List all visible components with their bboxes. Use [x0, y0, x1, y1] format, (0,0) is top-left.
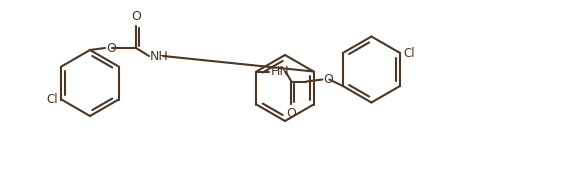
Text: Cl: Cl — [47, 93, 58, 106]
Text: HN: HN — [271, 65, 289, 78]
Text: O: O — [106, 41, 116, 54]
Text: Cl: Cl — [403, 46, 414, 60]
Text: O: O — [131, 10, 141, 23]
Text: NH: NH — [150, 49, 169, 62]
Text: O: O — [324, 73, 334, 86]
Text: O: O — [287, 107, 297, 120]
